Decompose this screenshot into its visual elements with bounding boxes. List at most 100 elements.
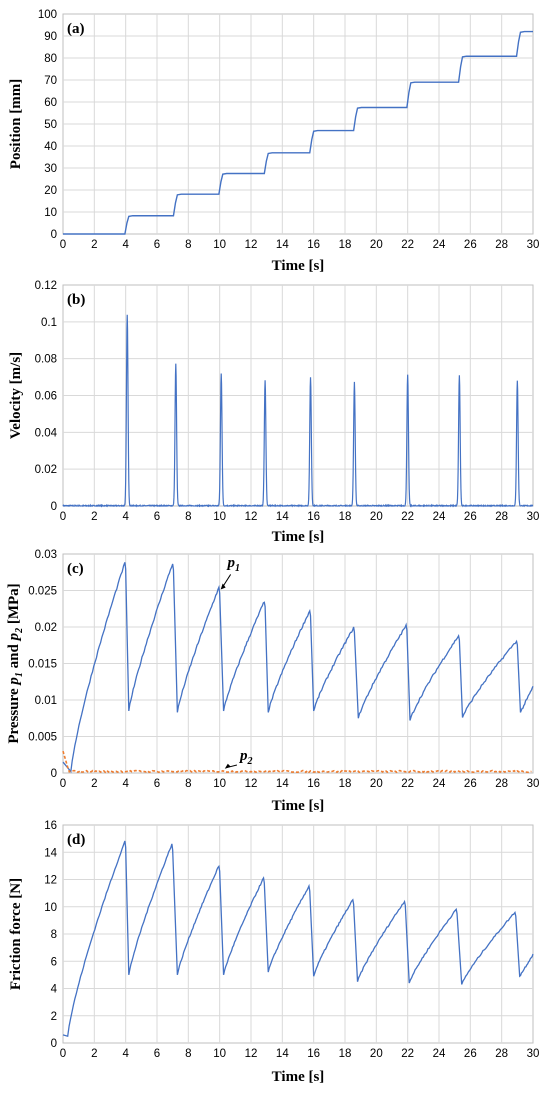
x-tick-label: 18 (339, 511, 352, 523)
x-tick-label: 20 (370, 239, 383, 251)
x-tick-label: 4 (122, 1048, 129, 1060)
y-tick-label: 90 (44, 31, 57, 43)
y-tick-label: 14 (44, 847, 57, 859)
x-axis-label: Time [s] (272, 529, 325, 545)
p2-series-line (63, 751, 531, 772)
x-tick-label: 14 (276, 778, 289, 790)
y-tick-label: 20 (44, 185, 57, 197)
x-tick-label: 14 (276, 1048, 289, 1060)
x-tick-label: 2 (91, 778, 97, 790)
y-tick-label: 80 (44, 53, 57, 65)
y-tick-label: 10 (44, 207, 57, 219)
x-tick-label: 10 (213, 239, 226, 251)
y-tick-label: 2 (51, 1011, 57, 1023)
x-tick-label: 22 (401, 778, 414, 790)
x-tick-label: 28 (495, 239, 508, 251)
y-tick-label: 0.1 (41, 317, 57, 329)
y-tick-label: 16 (44, 820, 57, 832)
x-tick-label: 30 (527, 511, 540, 523)
x-tick-label: 8 (185, 511, 191, 523)
x-tick-label: 12 (245, 778, 258, 790)
chart-panel-b: 0 2 4 6 8 10 12 14 16 18 20 22 24 26 28 3000.020.040.06… (8, 280, 539, 545)
y-tick-label: 0 (51, 768, 57, 780)
y-tick-label: 0.005 (28, 732, 57, 744)
chart-panel-a: 0 2 4 6 8 10 12 14 16 18 20 22 24 26 28 300102030405060… (8, 9, 539, 274)
x-tick-label: 6 (154, 1048, 160, 1060)
x-tick-label: 26 (464, 239, 477, 251)
x-tick-label: 24 (433, 1048, 446, 1060)
y-tick-label: 0.015 (28, 659, 57, 671)
friction-series-line (63, 841, 533, 1036)
y-tick-label: 10 (44, 902, 57, 914)
x-tick-label: 18 (339, 1048, 352, 1060)
x-axis-label: Time [s] (272, 1069, 325, 1085)
y-tick-label: 8 (51, 929, 57, 941)
y-tick-label: 0 (51, 1038, 57, 1050)
y-axis-label: Velocity [m/s] (8, 352, 24, 439)
x-axis-label: Time [s] (272, 798, 325, 814)
y-tick-label: 0.03 (35, 549, 57, 561)
x-tick-label: 26 (464, 1048, 477, 1060)
x-tick-label: 8 (185, 1048, 191, 1060)
x-tick-label: 24 (433, 778, 446, 790)
x-tick-label: 16 (307, 239, 320, 251)
y-tick-label: 0.02 (35, 464, 57, 476)
p2-annotation: p2 (238, 748, 253, 767)
x-tick-label: 12 (245, 511, 258, 523)
x-tick-label: 18 (339, 778, 352, 790)
x-tick-label: 30 (527, 1048, 540, 1060)
y-tick-label: 0.08 (35, 354, 57, 366)
x-tick-label: 30 (527, 239, 540, 251)
p1-series-line (63, 562, 533, 771)
x-tick-label: 30 (527, 778, 540, 790)
x-tick-label: 22 (401, 1048, 414, 1060)
y-axis-label: Friction force [N] (8, 878, 24, 990)
x-tick-label: 12 (245, 239, 258, 251)
x-tick-label: 0 (60, 1048, 66, 1060)
x-tick-label: 14 (276, 511, 289, 523)
x-tick-label: 8 (185, 778, 191, 790)
x-tick-label: 28 (495, 778, 508, 790)
x-tick-label: 8 (185, 239, 191, 251)
x-tick-label: 18 (339, 239, 352, 251)
y-tick-label: 0.06 (35, 391, 57, 403)
y-tick-label: 60 (44, 97, 57, 109)
panel-label: (c) (67, 561, 84, 577)
y-axis-label: Pressure p1 and p2 [MPa] (6, 583, 25, 743)
x-tick-label: 0 (60, 778, 66, 790)
x-tick-label: 0 (60, 239, 66, 251)
y-tick-label: 0.02 (35, 622, 57, 634)
y-tick-label: 70 (44, 75, 57, 87)
y-tick-label: 100 (38, 9, 57, 21)
x-tick-label: 14 (276, 239, 289, 251)
x-tick-label: 28 (495, 1048, 508, 1060)
chart-panel-d: 0 2 4 6 8 10 12 14 16 18 20 22 24 26 28 300246810121416… (8, 820, 539, 1085)
y-tick-label: 50 (44, 119, 57, 131)
velocity-series-line (63, 315, 533, 506)
x-tick-label: 12 (245, 1048, 258, 1060)
y-tick-label: 0.04 (35, 427, 58, 439)
x-tick-label: 24 (433, 511, 446, 523)
x-tick-label: 16 (307, 778, 320, 790)
x-tick-label: 16 (307, 1048, 320, 1060)
x-tick-label: 4 (122, 778, 129, 790)
x-tick-label: 2 (91, 1048, 97, 1060)
p2-arrowhead (225, 764, 231, 769)
y-tick-label: 40 (44, 141, 57, 153)
y-tick-label: 0.12 (35, 280, 57, 292)
y-tick-label: 0.01 (35, 695, 57, 707)
x-tick-label: 0 (60, 511, 66, 523)
x-tick-label: 2 (91, 239, 97, 251)
x-tick-label: 10 (213, 1048, 226, 1060)
p1-arrowhead (221, 584, 226, 590)
x-tick-label: 6 (154, 778, 160, 790)
y-tick-label: 4 (51, 984, 58, 996)
x-tick-label: 10 (213, 511, 226, 523)
y-tick-label: 0 (51, 501, 57, 513)
position-series-line (63, 32, 533, 234)
x-tick-label: 24 (433, 239, 446, 251)
y-tick-label: 30 (44, 163, 57, 175)
x-tick-label: 22 (401, 239, 414, 251)
x-tick-label: 4 (122, 511, 129, 523)
